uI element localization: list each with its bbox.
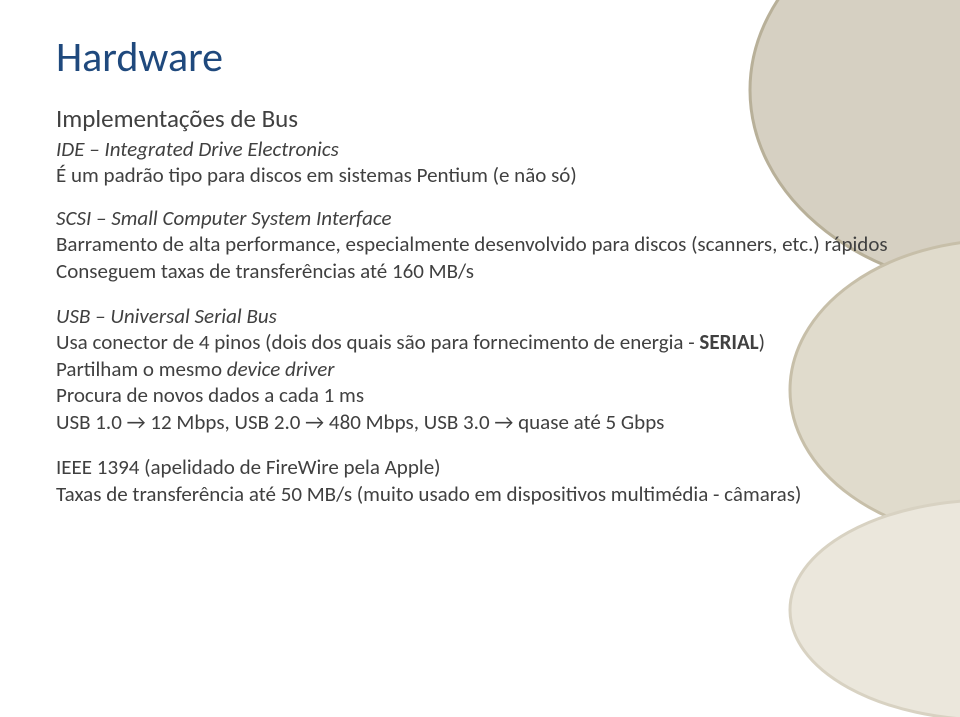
usb-line-3: Procura de novos dados a cada 1 ms [56,382,904,409]
usb-line-2-ital: device driver [227,356,335,382]
usb-line-1-bold: SERIAL [699,329,758,355]
section-ieee: IEEE 1394 (apelidado de FireWire pela Ap… [56,454,904,508]
usb-line-1-pre: Usa conector de 4 pinos (dois dos quais … [56,329,699,355]
section-usb: USB – Universal Serial Bus Usa conector … [56,303,904,437]
ide-line-1: É um padrão tipo para discos em sistemas… [56,162,904,189]
ieee-heading: IEEE 1394 (apelidado de FireWire pela Ap… [56,454,904,481]
usb-line-1: Usa conector de 4 pinos (dois dos quais … [56,329,904,356]
scsi-heading: SCSI – Small Computer System Interface [56,205,904,231]
ieee-line-1: Taxas de transferência até 50 MB/s (muit… [56,481,904,508]
scsi-line-2: Conseguem taxas de transferências até 16… [56,258,904,285]
page-title: Hardware [56,32,904,83]
usb-heading: USB – Universal Serial Bus [56,303,904,329]
scsi-line-1: Barramento de alta performance, especial… [56,231,904,258]
section-ide: IDE – Integrated Drive Electronics É um … [56,136,904,189]
usb-line-1-post: ) [759,329,765,355]
usb-line-2-pre: Partilham o mesmo [56,356,227,382]
usb-line-2: Partilham o mesmo device driver [56,356,904,383]
usb-line-4: USB 1.0 → 12 Mbps, USB 2.0 → 480 Mbps, U… [56,409,904,436]
ide-heading: IDE – Integrated Drive Electronics [56,136,904,162]
subtitle: Implementações de Bus [56,103,904,134]
section-scsi: SCSI – Small Computer System Interface B… [56,205,904,285]
slide-content: Hardware Implementações de Bus IDE – Int… [0,0,960,566]
